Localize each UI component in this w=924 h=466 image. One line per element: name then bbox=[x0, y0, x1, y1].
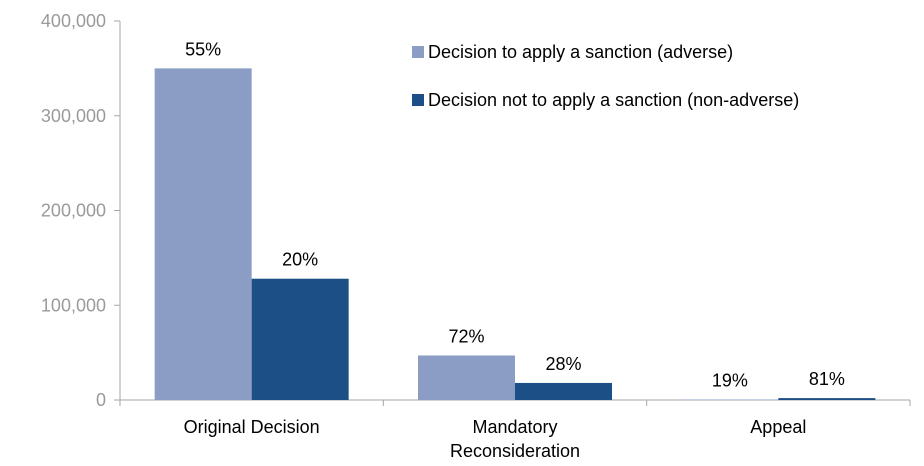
legend-entry: Decision to apply a sanction (adverse) bbox=[428, 42, 733, 62]
bar bbox=[778, 398, 876, 400]
bar-layer bbox=[154, 68, 876, 400]
data-label: 28% bbox=[545, 354, 581, 374]
legend-swatch bbox=[412, 46, 424, 58]
y-tick-label: 400,000 bbox=[41, 11, 106, 31]
axis-layer: 0 100,000 200,000 300,000 400,000 Original De… bbox=[41, 11, 911, 461]
bar bbox=[251, 278, 349, 400]
bar bbox=[154, 68, 252, 400]
y-tick-label: 300,000 bbox=[41, 106, 106, 126]
y-tick-label: 200,000 bbox=[41, 201, 106, 221]
x-tick-label: Mandatory Reconsideration bbox=[450, 417, 580, 461]
bar bbox=[418, 355, 515, 400]
data-label: 20% bbox=[282, 250, 318, 270]
legend-entry: Decision not to apply a sanction (non-ad… bbox=[428, 90, 799, 110]
data-label: 72% bbox=[448, 326, 484, 346]
x-tick-label: Appeal bbox=[750, 417, 806, 437]
data-label: 55% bbox=[185, 39, 221, 59]
y-tick-label: 100,000 bbox=[41, 295, 106, 315]
legend: Decision to apply a sanction (adverse) De… bbox=[412, 42, 799, 110]
legend-swatch bbox=[412, 94, 424, 106]
data-label: 81% bbox=[809, 369, 845, 389]
bar bbox=[515, 382, 612, 400]
data-label: 19% bbox=[712, 371, 748, 391]
x-tick-label: Original Decision bbox=[184, 417, 320, 437]
data-label-layer: 55% 20% 72% 28% 19% 81% bbox=[185, 39, 845, 390]
y-tick-label: 0 bbox=[96, 390, 106, 410]
